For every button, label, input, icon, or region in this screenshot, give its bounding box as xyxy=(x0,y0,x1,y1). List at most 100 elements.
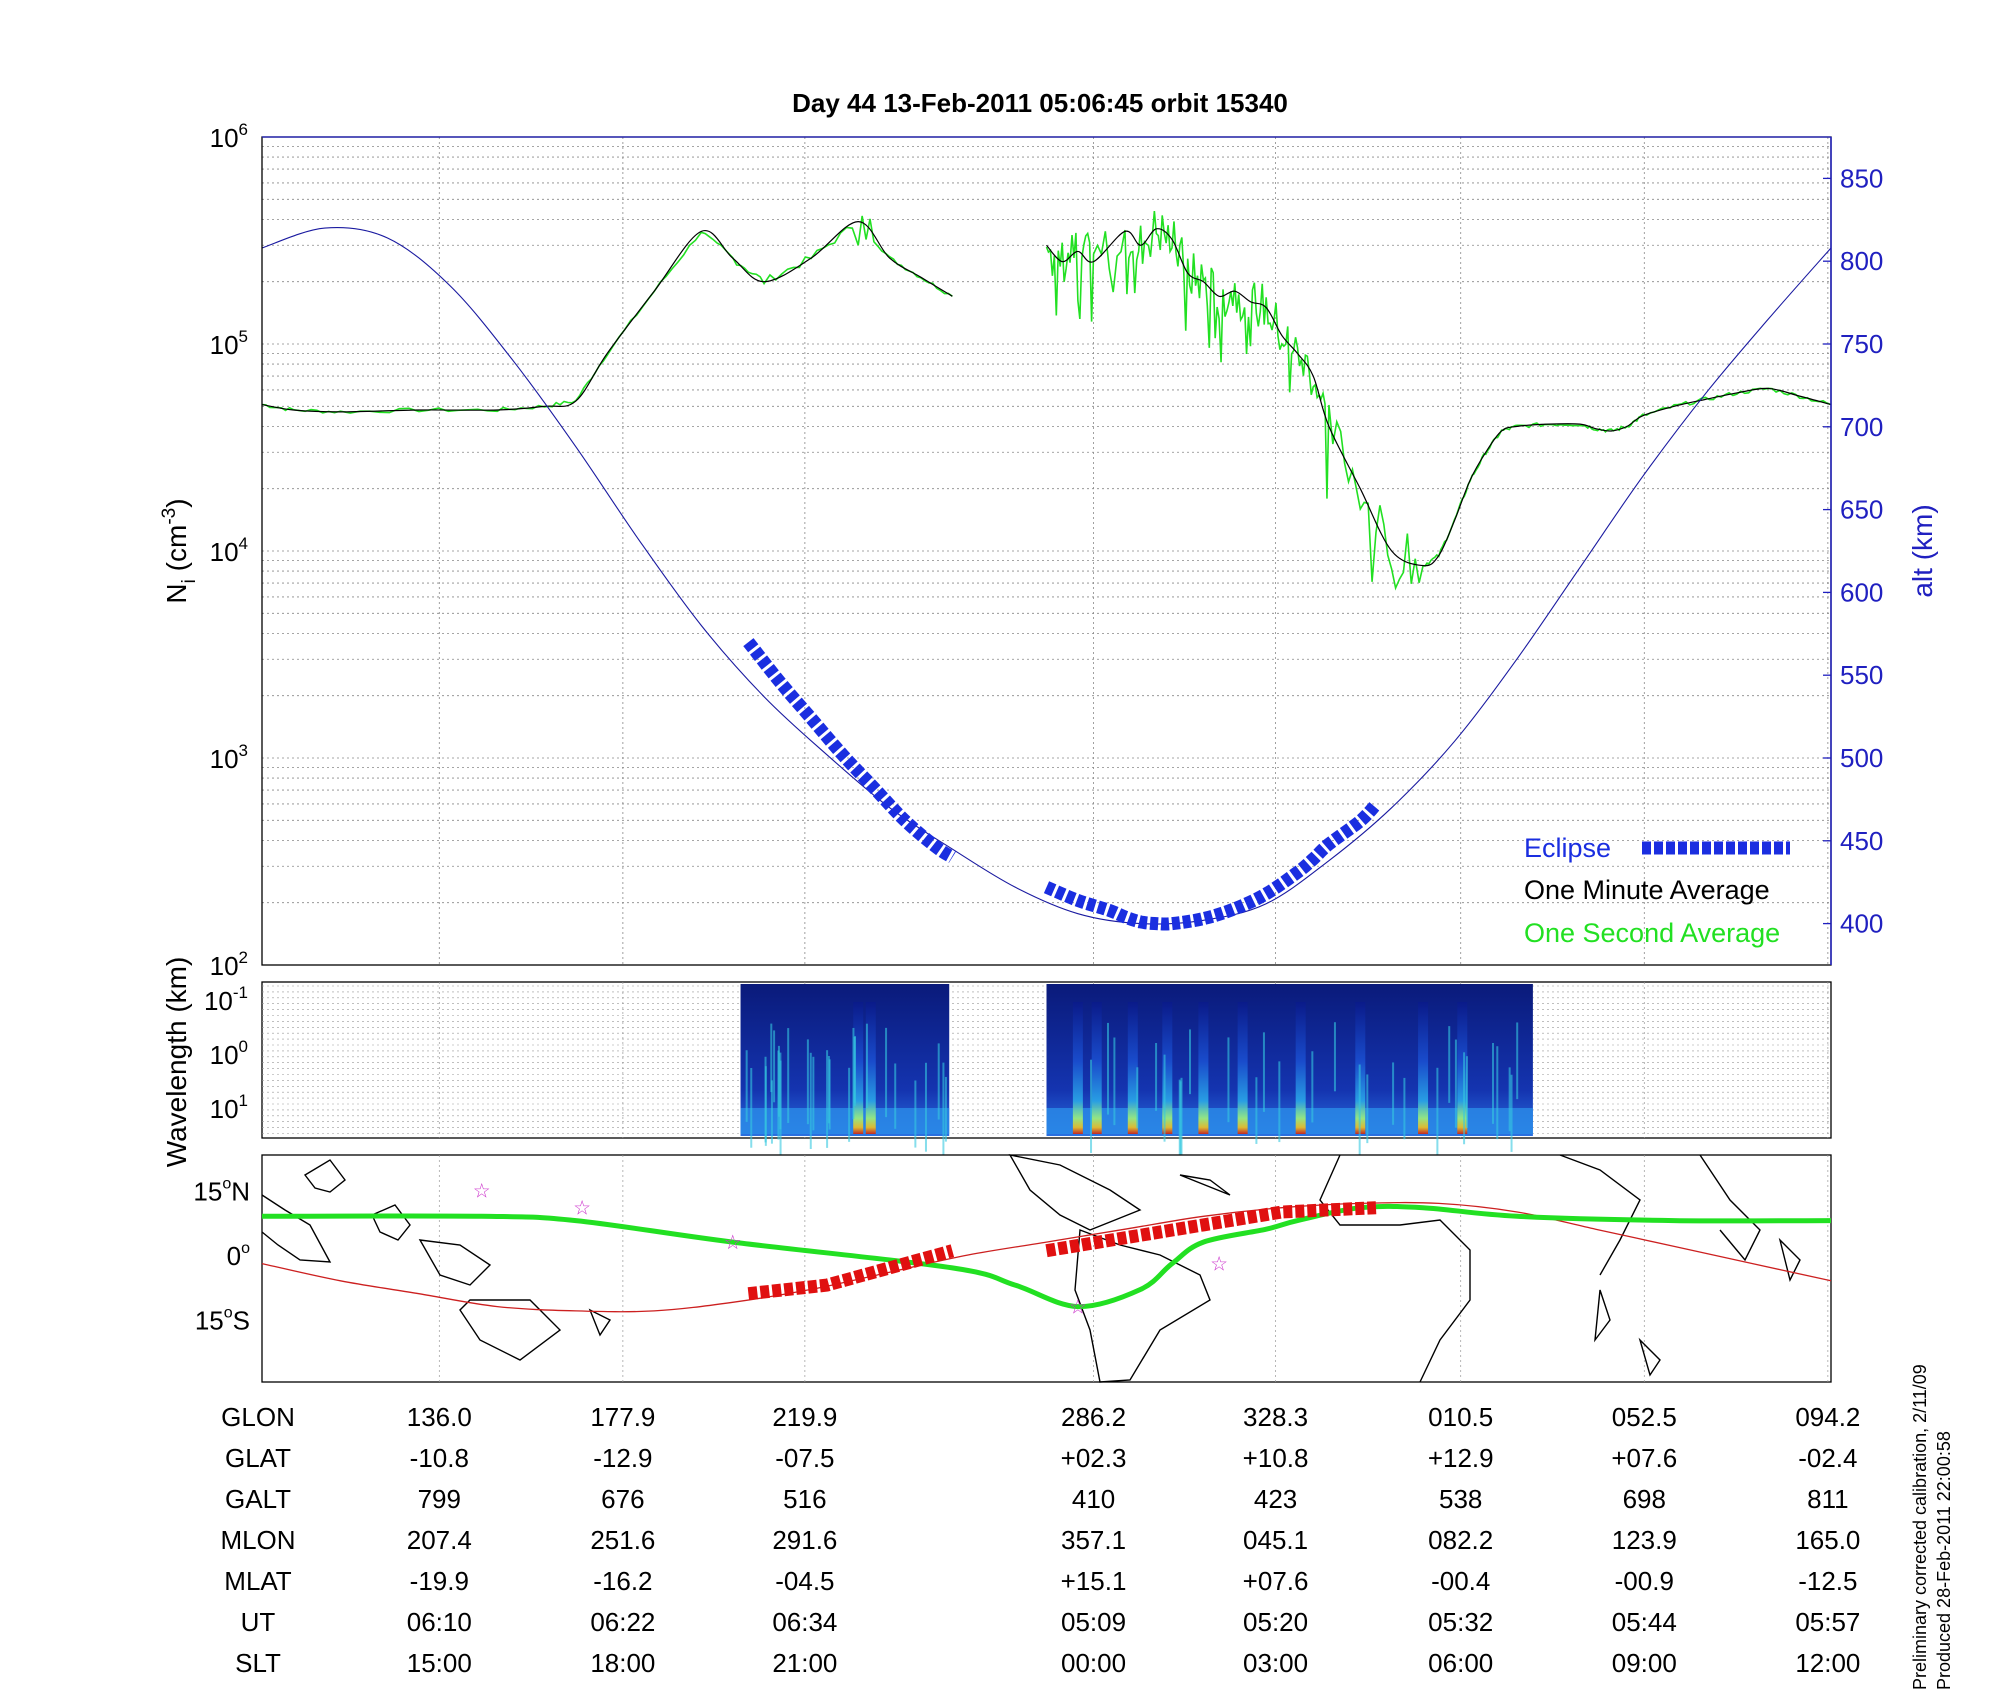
spectrogram-streak xyxy=(1492,1042,1495,1124)
table-cell: 136.0 xyxy=(407,1402,472,1432)
one-second-average-line xyxy=(1045,210,1832,591)
wavelength-tick-label: 101 xyxy=(210,1091,248,1124)
table-cell: 18:00 xyxy=(590,1648,655,1678)
spectrogram-streak xyxy=(764,1066,767,1146)
spectrogram-streak xyxy=(1311,1051,1314,1123)
spectrogram-streak xyxy=(1255,1077,1258,1144)
table-cell: 09:00 xyxy=(1612,1648,1677,1678)
legend: Eclipse One Minute Average One Second Av… xyxy=(1524,833,1790,948)
table-cell: 05:32 xyxy=(1428,1607,1493,1637)
density-tick-label-base: 10 xyxy=(210,744,239,774)
spectrogram-streak xyxy=(1262,1032,1265,1112)
table-cell: 676 xyxy=(601,1484,644,1514)
spectrogram-streak xyxy=(1113,1037,1116,1126)
spectrogram-streak xyxy=(852,1027,855,1120)
altitude-axis-label: alt (km) xyxy=(1907,504,1938,597)
spectrogram-streak xyxy=(1366,1074,1369,1144)
altitude-tick-label: 750 xyxy=(1840,329,1883,359)
coastline xyxy=(418,1239,492,1286)
spectrogram-streak xyxy=(1436,1067,1439,1160)
table-row-label: GLAT xyxy=(225,1443,291,1473)
table-cell: -02.4 xyxy=(1798,1443,1857,1473)
table-cell: 357.1 xyxy=(1061,1525,1126,1555)
coastline xyxy=(1559,1154,1641,1276)
spectrogram-streak xyxy=(777,1050,780,1140)
table-cell: 082.2 xyxy=(1428,1525,1493,1555)
spectrogram-streak xyxy=(779,1060,782,1159)
table-cell: 799 xyxy=(418,1484,461,1514)
spectrogram-peak xyxy=(1418,1002,1429,1134)
table-row-label: GALT xyxy=(225,1484,291,1514)
star-marker-icon: ☆ xyxy=(1210,1254,1228,1276)
density-tick-label: 102 xyxy=(210,948,248,981)
spectrogram-streak xyxy=(1278,1061,1281,1143)
density-tick-label-exp: 5 xyxy=(239,327,248,346)
spectrogram-streak xyxy=(1136,1067,1139,1129)
spectrogram-streak xyxy=(1448,1026,1451,1103)
spectrogram-streak xyxy=(826,1050,829,1148)
table-cell: +07.6 xyxy=(1611,1443,1677,1473)
altitude-line xyxy=(261,227,1832,925)
table-cell: +12.9 xyxy=(1428,1443,1494,1473)
table-cell: 219.9 xyxy=(772,1402,837,1432)
table-cell: +02.3 xyxy=(1061,1443,1127,1473)
spectrogram-streak xyxy=(853,1036,856,1103)
spectrogram-streak xyxy=(1358,1064,1361,1156)
table-cell: 06:22 xyxy=(590,1607,655,1637)
table-cell: +10.8 xyxy=(1243,1443,1309,1473)
spectrogram-streak xyxy=(1510,1074,1513,1152)
wavelength-tick-label-base: 10 xyxy=(210,1094,239,1124)
table-cell: 05:57 xyxy=(1795,1607,1860,1637)
table-cell: -00.9 xyxy=(1615,1566,1674,1596)
table-cell: 328.3 xyxy=(1243,1402,1308,1432)
wavelength-tick-label-base: 10 xyxy=(210,1040,239,1070)
table-cell: 010.5 xyxy=(1428,1402,1493,1432)
density-tick-label: 105 xyxy=(210,327,248,360)
spectrogram-peak xyxy=(1127,1002,1138,1134)
wavelength-tick-label: 10-1 xyxy=(204,983,248,1016)
altitude-tick-label: 700 xyxy=(1840,412,1883,442)
spectrogram-peak xyxy=(865,1002,876,1134)
density-tick-label-base: 10 xyxy=(210,123,239,153)
table-row-label: MLAT xyxy=(224,1566,292,1596)
table-cell: 094.2 xyxy=(1795,1402,1860,1432)
table-cell: 291.6 xyxy=(772,1525,837,1555)
eclipse-segment xyxy=(1043,799,1381,931)
density-tick-label-exp: 2 xyxy=(239,948,248,967)
table-row-label: GLON xyxy=(221,1402,295,1432)
wavelength-tick-label: 100 xyxy=(210,1037,248,1070)
coastline xyxy=(1638,1337,1661,1377)
coastline xyxy=(1008,1154,1142,1231)
star-marker-icon: ☆ xyxy=(724,1232,742,1254)
legend-one-minute: One Minute Average xyxy=(1524,875,1770,905)
coastline xyxy=(1778,1237,1801,1283)
latitude-deg: 15 xyxy=(193,1177,222,1207)
spectrogram-streak xyxy=(1463,1052,1466,1145)
table-cell: 052.5 xyxy=(1612,1402,1677,1432)
table-cell: 410 xyxy=(1072,1484,1115,1514)
star-marker-icon: ☆ xyxy=(573,1198,591,1220)
table-cell: 05:44 xyxy=(1612,1607,1677,1637)
table-cell: 286.2 xyxy=(1061,1402,1126,1432)
table-cell: -12.9 xyxy=(593,1443,652,1473)
latitude-hemi: S xyxy=(233,1306,250,1336)
table-row-label: SLT xyxy=(235,1648,281,1678)
spectrogram-streak xyxy=(1090,1059,1093,1153)
spectrogram-streak xyxy=(1163,1054,1166,1142)
coastline xyxy=(459,1299,562,1361)
table-row-label: UT xyxy=(241,1607,276,1637)
legend-one-second: One Second Average xyxy=(1524,918,1780,948)
latitude-deg: 0 xyxy=(227,1241,241,1271)
table-cell: 538 xyxy=(1439,1484,1482,1514)
coastline xyxy=(1699,1154,1761,1262)
density-tick-label-base: 10 xyxy=(210,537,239,567)
table-cell: 811 xyxy=(1807,1484,1848,1514)
spectrogram-streak xyxy=(1333,1022,1336,1092)
table-cell: 177.9 xyxy=(590,1402,655,1432)
spectrogram-streak xyxy=(1454,1039,1457,1128)
spectrogram-panel: 10-1 100 101 xyxy=(204,981,1832,1164)
spectrogram-streak xyxy=(1106,1022,1109,1115)
one-minute-average-line xyxy=(261,221,953,413)
